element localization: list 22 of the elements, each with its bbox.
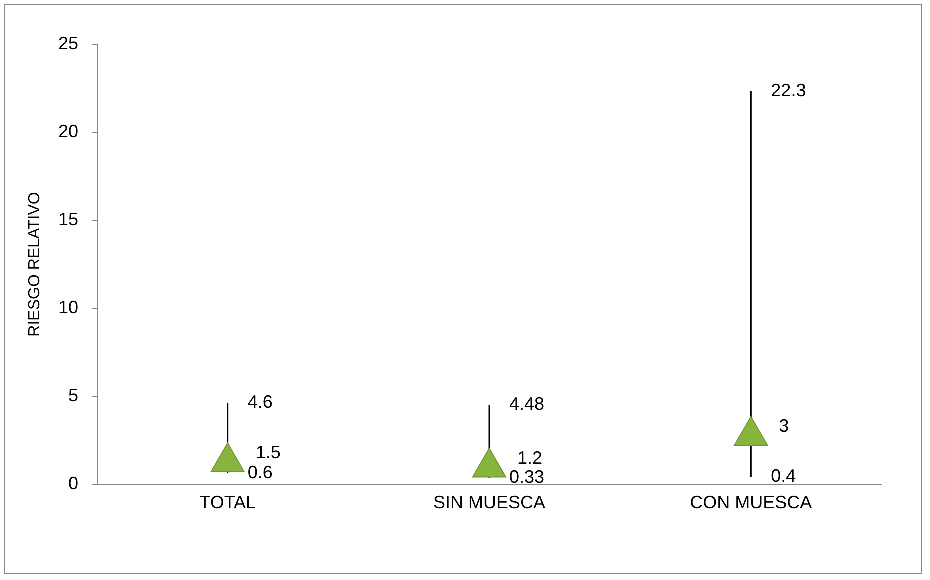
data-label: 1.2 [518,448,543,468]
x-tick-label: TOTAL [200,492,256,512]
annotation: 0.33 [510,467,545,488]
point [734,416,768,446]
y-tick-label: 0 [68,474,78,494]
data-label: 1.5 [256,442,281,463]
y-tick-label: 15 [58,210,78,230]
y-tick-label: 10 [58,298,78,318]
y-tick-label: 20 [58,122,78,142]
x-tick-label: CON MUESCA [690,492,812,512]
annotation: 4.6 [248,392,273,412]
y-tick-label: 25 [58,34,78,54]
y-tick-label: 5 [68,386,78,406]
annotation: 0.6 [248,462,273,482]
annotation: 0.4 [771,466,796,486]
point [210,442,245,472]
y-axis-title: RIESGO RELATIVO [26,192,44,337]
point [472,448,507,478]
annotation: 4.48 [510,394,545,414]
x-tick-label: SIN MUESCA [433,492,546,512]
data-label: 3 [779,416,790,436]
annotation: 22.3 [771,80,806,101]
